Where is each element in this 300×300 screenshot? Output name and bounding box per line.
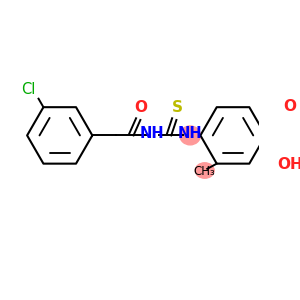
Text: NH: NH bbox=[178, 126, 202, 141]
Text: OH: OH bbox=[277, 157, 300, 172]
Ellipse shape bbox=[180, 126, 200, 145]
Text: S: S bbox=[172, 100, 183, 115]
Ellipse shape bbox=[195, 163, 214, 178]
Text: O: O bbox=[135, 100, 148, 115]
Text: CH₃: CH₃ bbox=[194, 165, 216, 178]
Text: NH: NH bbox=[140, 126, 165, 141]
Text: O: O bbox=[283, 99, 296, 114]
Text: Cl: Cl bbox=[22, 82, 36, 97]
